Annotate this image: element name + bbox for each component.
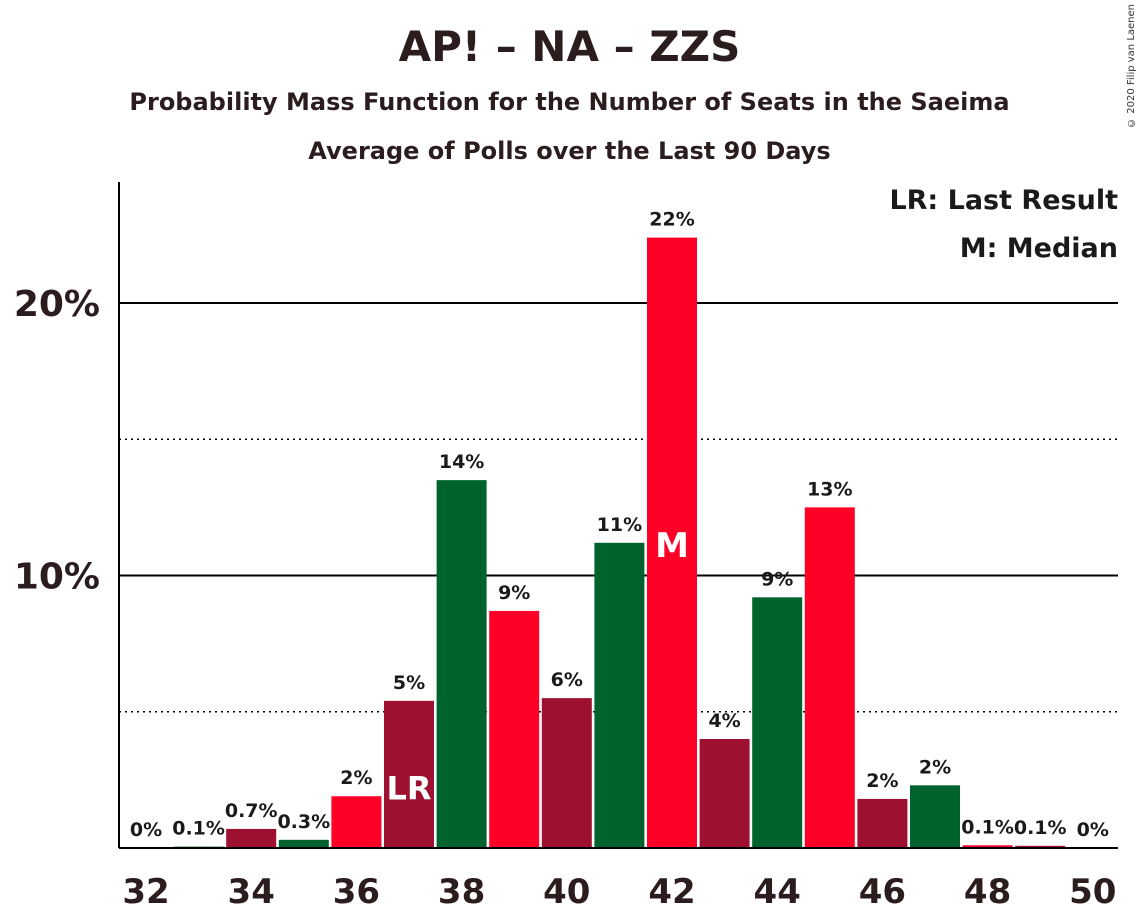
data-label-seat-45: 13% [807, 478, 852, 500]
data-label-seat-36: 2% [340, 767, 372, 789]
bar-seat-40 [541, 698, 592, 848]
data-label-seat-42: 22% [649, 209, 694, 231]
data-label-seat-47: 2% [919, 756, 951, 778]
bar-seat-45 [804, 507, 855, 848]
data-label-seat-39: 9% [498, 582, 530, 604]
data-label-seat-46: 2% [866, 770, 898, 792]
bar-seat-43 [699, 739, 750, 848]
last-result-marker: LR [386, 769, 431, 807]
bar-seat-34 [226, 828, 277, 848]
chart-title: AP! – NA – ZZS [398, 22, 741, 71]
bar-seat-46 [857, 798, 908, 848]
bar-seat-39 [489, 610, 540, 848]
data-label-seat-41: 11% [597, 514, 642, 536]
data-label-seat-50: 0% [1077, 819, 1109, 841]
x-tick-label-42: 42 [648, 872, 695, 912]
y-tick-label-20: 20% [14, 284, 100, 325]
x-tick-label-50: 50 [1069, 872, 1116, 912]
data-label-seat-38: 14% [439, 451, 484, 473]
x-tick-label-36: 36 [333, 872, 380, 912]
data-label-seat-32: 0% [130, 819, 162, 841]
x-tick-label-46: 46 [859, 872, 906, 912]
bar-seat-47 [910, 785, 960, 848]
bar-seat-44 [752, 597, 803, 848]
legend-last-result: LR: Last Result [889, 185, 1118, 216]
chart-subtitle-1: Probability Mass Function for the Number… [129, 88, 1010, 116]
x-tick-label-44: 44 [754, 872, 801, 912]
data-label-seat-40: 6% [551, 669, 583, 691]
chart-subtitle-2: Average of Polls over the Last 90 Days [308, 137, 831, 165]
data-label-seat-48: 0.1% [961, 816, 1014, 838]
x-tick-label-34: 34 [228, 872, 275, 912]
median-marker: M [655, 526, 689, 566]
data-label-seat-34: 0.7% [225, 800, 278, 822]
bar-seat-42 [647, 237, 697, 849]
legend-median: M: Median [960, 233, 1118, 264]
bar-seat-37 [384, 700, 434, 848]
x-tick-label-32: 32 [122, 872, 169, 912]
data-label-seat-35: 0.3% [277, 811, 330, 833]
x-tick-label-38: 38 [438, 872, 485, 912]
bar-seat-35 [278, 839, 329, 848]
data-label-seat-44: 9% [761, 568, 793, 590]
bar-seat-38 [436, 480, 487, 848]
data-label-seat-37: 5% [393, 672, 425, 694]
bar-seat-49 [1015, 845, 1066, 848]
data-label-seat-33: 0.1% [172, 818, 225, 840]
bar-seat-48 [962, 845, 1013, 848]
x-tick-label-48: 48 [964, 872, 1011, 912]
bar-seat-41 [594, 542, 645, 848]
data-label-seat-43: 4% [708, 710, 740, 732]
y-tick-label-10: 10% [14, 557, 100, 598]
data-label-seat-49: 0.1% [1014, 817, 1067, 839]
x-tick-label-40: 40 [543, 872, 590, 912]
bar-seat-36 [331, 796, 382, 848]
